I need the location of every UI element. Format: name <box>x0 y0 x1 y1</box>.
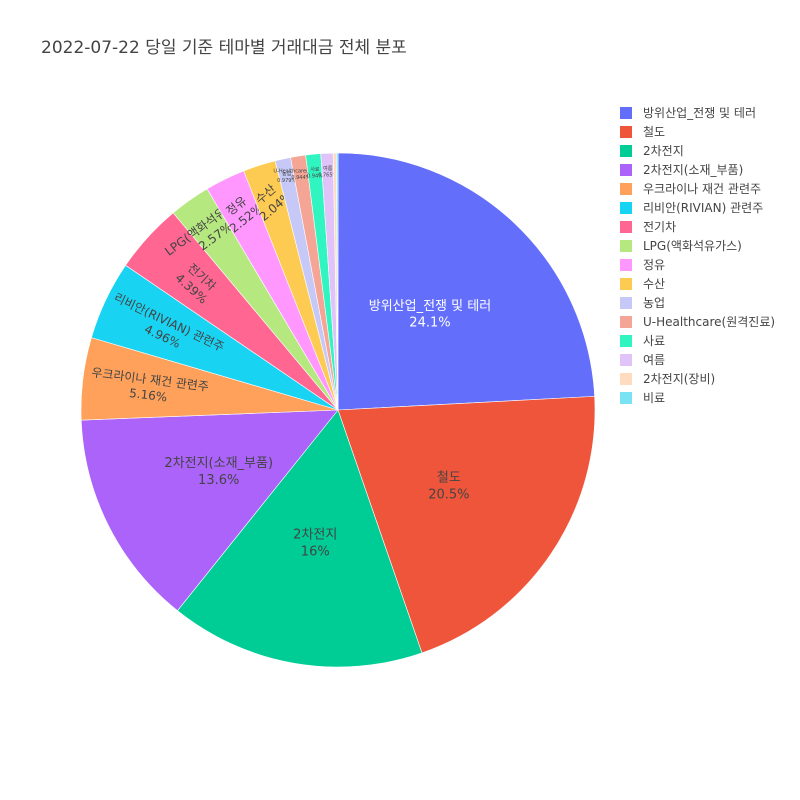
legend-label: 비료 <box>643 391 666 405</box>
legend-label: 사료 <box>643 334 666 348</box>
legend-swatch <box>620 201 632 214</box>
slice-label-3: 2차전지(소재_부품) 13.6% <box>164 456 273 488</box>
legend-label: 우크라이나 재건 관련주 <box>643 182 762 196</box>
legend-swatch <box>620 315 632 328</box>
legend-label: U-Healthcare(원격진료) <box>643 315 776 329</box>
pie-slice-3[interactable] <box>80 409 339 612</box>
legend-swatch <box>620 296 632 309</box>
legend-label: 정유 <box>643 258 666 272</box>
chart-title: 2022-07-22 당일 기준 테마별 거래대금 전체 분포 <box>41 38 407 58</box>
pie-slice-0[interactable] <box>337 152 595 411</box>
slice-label-percent: 16% <box>301 544 330 559</box>
pie-slice-2[interactable] <box>177 409 423 668</box>
legend-label: 철도 <box>643 125 666 139</box>
slice-label-10: 농업0.979% <box>277 170 296 184</box>
legend-swatch <box>620 391 632 404</box>
legend-label: 리비안(RIVIAN) 관련주 <box>643 201 764 215</box>
slice-label-name: 2차전지(소재_부품) <box>164 456 273 471</box>
legend-item-2[interactable]: 2차전지 <box>612 141 775 160</box>
slice-label-percent: 0.765% <box>318 172 337 178</box>
legend-item-8[interactable]: 정유 <box>612 255 775 274</box>
legend-swatch <box>620 144 632 157</box>
slice-label-percent: 24.1% <box>409 316 450 331</box>
slice-label-percent: 0.94% <box>307 173 323 179</box>
slice-label-11: U-Healthcare(원격진료)0.944% <box>273 168 328 182</box>
legend-label: 2차전지(소재_부품) <box>643 163 744 177</box>
slice-label-name: U-Healthcare(원격진료) <box>273 168 328 175</box>
slice-label-name: 여름 <box>323 165 333 172</box>
slice-label-name: 사료 <box>310 166 320 173</box>
legend-item-12[interactable]: 사료 <box>612 331 775 350</box>
legend-item-13[interactable]: 여름 <box>612 350 775 369</box>
legend-item-11[interactable]: U-Healthcare(원격진료) <box>612 312 775 331</box>
slice-label-name: 농업 <box>282 170 291 177</box>
slice-label-name: 2차전지 <box>293 527 337 542</box>
legend-item-15[interactable]: 비료 <box>612 388 775 407</box>
legend-item-14[interactable]: 2차전지(장비) <box>612 369 775 388</box>
legend-item-3[interactable]: 2차전지(소재_부품) <box>612 160 775 179</box>
pie-slice-15[interactable] <box>336 152 339 411</box>
legend-item-1[interactable]: 철도 <box>612 122 775 141</box>
legend-item-4[interactable]: 우크라이나 재건 관련주 <box>612 179 775 198</box>
legend-swatch <box>620 163 632 176</box>
legend-swatch <box>620 106 632 119</box>
legend-item-5[interactable]: 리비안(RIVIAN) 관련주 <box>612 198 775 217</box>
legend-label: 수산 <box>643 277 666 291</box>
slice-label-0: 방위산업_전쟁 및 테러 24.1% <box>369 299 491 331</box>
legend-swatch <box>620 258 632 271</box>
legend-swatch <box>620 334 632 347</box>
legend-label: 2차전지(장비) <box>643 372 716 386</box>
slice-label-name: 방위산업_전쟁 및 테러 <box>369 299 491 314</box>
legend-swatch <box>620 353 632 366</box>
slice-label-percent: 20.5% <box>428 487 469 502</box>
legend-item-0[interactable]: 방위산업_전쟁 및 테러 <box>612 103 775 122</box>
slice-label-percent: 0.944% <box>291 175 310 181</box>
slice-label-percent: 5.16% <box>128 386 168 405</box>
legend-swatch <box>620 182 632 195</box>
slice-label-percent: 0.979% <box>277 178 296 184</box>
slice-label-12: 사료0.94% <box>307 166 323 180</box>
legend-swatch <box>620 125 632 138</box>
legend-swatch <box>620 239 632 252</box>
legend-swatch <box>620 372 632 385</box>
legend-label: 여름 <box>643 353 666 367</box>
pie-slice-1[interactable] <box>337 396 596 654</box>
legend-swatch <box>620 277 632 290</box>
legend-item-6[interactable]: 전기차 <box>612 217 775 236</box>
legend-swatch <box>620 220 632 233</box>
slice-label-13: 여름0.765% <box>318 165 337 179</box>
slice-label-percent: 13.6% <box>198 473 239 488</box>
legend-label: 방위산업_전쟁 및 테러 <box>643 106 756 120</box>
legend-item-7[interactable]: LPG(액화석유가스) <box>612 236 775 255</box>
legend-label: 농업 <box>643 296 666 310</box>
legend-item-9[interactable]: 수산 <box>612 274 775 293</box>
slice-label-name: 철도 <box>437 470 461 485</box>
slice-label-2: 2차전지 16% <box>293 527 337 559</box>
slice-label-1: 철도 20.5% <box>428 470 469 502</box>
legend-label: 2차전지 <box>643 144 684 158</box>
legend-item-10[interactable]: 농업 <box>612 293 775 312</box>
legend-label: LPG(액화석유가스) <box>643 239 742 253</box>
legend-label: 전기차 <box>643 220 677 234</box>
